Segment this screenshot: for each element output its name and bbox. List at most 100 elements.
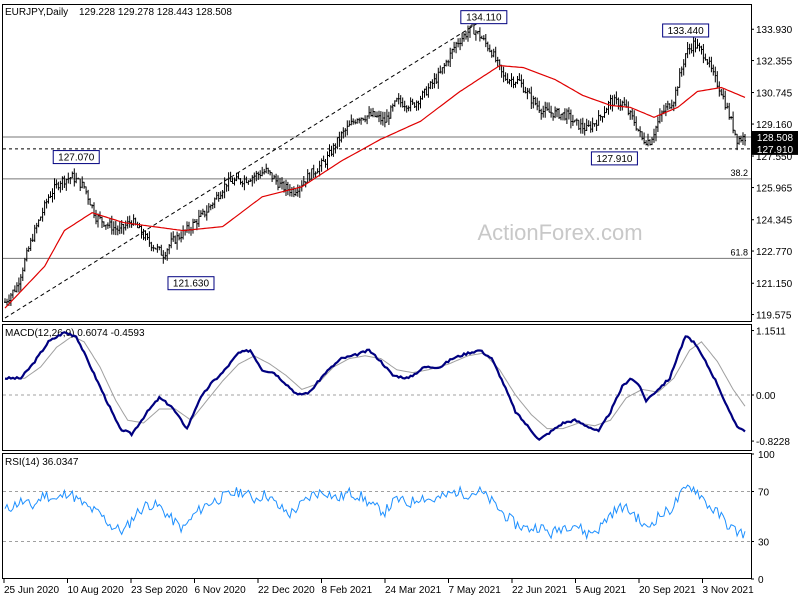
ohlc-bar <box>682 59 685 76</box>
ohlc-bar <box>259 170 262 179</box>
ohlc-bar <box>601 116 604 123</box>
ohlc-bar <box>81 176 84 189</box>
callout-box <box>590 151 638 166</box>
ohlc-bar <box>209 204 212 211</box>
ohlc-bar <box>522 79 525 93</box>
ohlc-bar <box>409 97 412 112</box>
ohlc-bar <box>326 151 329 170</box>
ohlc-bar <box>69 177 72 185</box>
ohlc-bar <box>393 100 396 107</box>
ohlc-bar <box>364 115 367 123</box>
ohlc-bar <box>621 100 624 111</box>
ohlc-bar <box>542 105 545 118</box>
macd-axis-label: 1.1511 <box>756 327 786 338</box>
ohlc-bar <box>738 135 741 145</box>
ohlc-bar <box>397 93 400 105</box>
ohlc-bar <box>623 97 626 106</box>
ohlc-bar <box>366 115 369 125</box>
ohlc-bar <box>457 38 460 48</box>
ohlc-bar <box>61 176 64 191</box>
ohlc-bar <box>223 177 226 199</box>
ohlc-bar <box>215 191 218 200</box>
ohlc-bar <box>362 117 365 121</box>
ohlc-bar <box>281 177 283 190</box>
ohlc-bar <box>154 247 157 250</box>
callout-box <box>662 23 710 38</box>
ohlc-bar <box>239 178 242 185</box>
ohlc-bar <box>439 65 442 74</box>
ohlc-bar <box>255 170 258 182</box>
ohlc-bar <box>324 159 327 168</box>
ohlc-bar <box>231 177 234 184</box>
rsi-title: RSI(14) 36.0347 <box>5 457 79 468</box>
ohlc-bar <box>47 194 50 204</box>
ohlc-bar <box>308 172 311 182</box>
ohlc-bar <box>605 107 608 114</box>
ohlc-bar <box>597 110 600 126</box>
ohlc-bar <box>684 53 687 68</box>
price-axis-label: 125.965 <box>756 184 793 195</box>
ohlc-bar <box>476 30 479 35</box>
moving-average-line <box>4 64 746 309</box>
ohlc-bar <box>480 35 483 40</box>
ohlc-bar <box>79 178 82 191</box>
ohlc-bar <box>449 47 452 67</box>
ohlc-bar <box>277 175 279 191</box>
ohlc-bar <box>158 246 161 251</box>
ohlc-bar <box>172 231 175 242</box>
ohlc-bar <box>85 186 88 195</box>
ohlc-bar <box>591 117 594 133</box>
ohlc-bar <box>680 66 683 77</box>
ohlc-bar <box>656 116 659 132</box>
ohlc-bar <box>546 102 549 111</box>
ohlc-bar <box>225 183 228 192</box>
ohlc-bar <box>704 53 707 61</box>
ohlc-bar <box>643 132 646 145</box>
ohlc-bar <box>356 118 359 124</box>
ohlc-bar <box>706 59 709 65</box>
macd-signal-line <box>5 335 746 430</box>
fib-dashed-line <box>4 11 496 319</box>
ohlc-bar <box>645 140 648 146</box>
ohlc-bar <box>655 125 657 142</box>
watermark: ActionForex.com <box>477 220 642 245</box>
ohlc-bar <box>635 116 638 131</box>
ohlc-bar <box>205 205 208 221</box>
price-pane-frame <box>2 4 752 322</box>
ohlc-bar <box>195 219 198 231</box>
ohlc-bar <box>639 126 642 137</box>
callout-label-127-910: 127.910 <box>596 154 633 165</box>
ohlc-bar <box>443 63 446 74</box>
ohlc-bar <box>118 221 121 235</box>
ohlc-bar <box>108 218 111 229</box>
ohlc-bar <box>49 191 52 199</box>
ohlc-bar <box>354 119 357 125</box>
ohlc-bar <box>579 118 582 134</box>
ohlc-bar <box>73 168 76 187</box>
ohlc-bar <box>271 172 274 182</box>
ohlc-values: 129.228 129.278 128.443 128.508 <box>79 7 232 18</box>
ohlc-bar <box>51 188 54 203</box>
ohlc-bar <box>575 118 578 126</box>
ohlc-bar <box>548 102 551 113</box>
ohlc-bar <box>615 91 618 105</box>
ohlc-bar <box>332 143 335 157</box>
ohlc-bar <box>368 106 371 119</box>
date-axis-label: 25 Jun 2020 <box>4 585 59 596</box>
date-axis-label: 10 Aug 2020 <box>68 585 125 596</box>
ohlc-bar <box>128 215 131 228</box>
price-axis-label: 119.575 <box>756 311 792 322</box>
ohlc-bar <box>502 66 505 83</box>
ohlc-bar <box>207 203 210 213</box>
ohlc-bar <box>429 81 432 90</box>
price-marker-label: 128.508 <box>757 133 794 144</box>
ohlc-bar <box>102 221 105 227</box>
ohlc-bar <box>696 38 699 49</box>
ohlc-bar <box>318 160 321 177</box>
ohlc-bar <box>710 56 713 73</box>
ohlc-bar <box>35 222 38 234</box>
ohlc-bar <box>445 59 448 67</box>
ohlc-bar <box>126 216 129 229</box>
ohlc-bar <box>340 131 343 143</box>
ohlc-bar <box>140 225 143 239</box>
